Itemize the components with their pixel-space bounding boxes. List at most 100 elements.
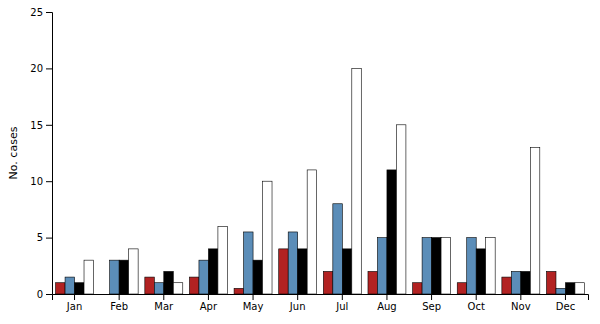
- y-tick-mark: [46, 125, 52, 126]
- x-tick-mark: [386, 294, 387, 300]
- plot-area: Jan Feb Mar Apr May Jun Jul Aug Sep Oct Nov Dec 0 5 10…: [30, 7, 588, 312]
- x-tick-label: Aug: [377, 301, 397, 312]
- bar: [199, 260, 208, 294]
- bar: [333, 204, 342, 294]
- bar: [432, 238, 441, 294]
- bar: [546, 271, 555, 294]
- bar-series: [56, 249, 556, 294]
- y-tick-label: 20: [30, 63, 43, 74]
- y-tick-mark: [46, 68, 52, 69]
- bar-series: [84, 68, 584, 294]
- x-tick: Jun: [289, 294, 306, 312]
- x-tick-label: Feb: [110, 301, 128, 312]
- x-tick: Oct: [468, 294, 485, 312]
- x-tick: Aug: [377, 294, 397, 312]
- x-tick: Sep: [422, 294, 441, 312]
- bar: [288, 232, 297, 294]
- bar: [575, 283, 584, 294]
- y-axis: 0 5 10 15 20 25: [30, 7, 52, 300]
- x-tick-mark: [520, 294, 521, 300]
- bar: [84, 260, 93, 294]
- x-tick: Jul: [335, 294, 348, 312]
- bar: [119, 260, 128, 294]
- y-tick: 20: [30, 63, 52, 74]
- x-tick-mark: [163, 294, 164, 300]
- bar: [263, 181, 272, 294]
- bars: [56, 68, 585, 294]
- y-tick-label: 10: [30, 176, 43, 187]
- y-axis-title: No. cases: [7, 126, 20, 179]
- bar: [154, 283, 163, 294]
- bar-series: [75, 170, 575, 294]
- bar: [511, 271, 520, 294]
- bar: [413, 283, 422, 294]
- y-tick: 5: [37, 232, 52, 243]
- bar: [298, 249, 307, 294]
- bar: [218, 226, 227, 294]
- y-tick-label: 15: [30, 120, 43, 131]
- bar: [467, 238, 476, 294]
- y-tick-label: 5: [37, 232, 43, 243]
- bar: [65, 277, 74, 294]
- chart-svg: Jan Feb Mar Apr May Jun Jul Aug Sep Oct Nov Dec 0 5 10…: [0, 0, 600, 324]
- x-tick-mark: [342, 294, 343, 300]
- x-tick-mark: [476, 294, 477, 300]
- x-tick-label: Jun: [289, 301, 306, 312]
- x-tick-label: Jul: [335, 301, 348, 312]
- y-tick: 0: [37, 289, 52, 300]
- x-tick-label: Oct: [468, 301, 485, 312]
- bar: [502, 277, 511, 294]
- x-tick: Dec: [556, 294, 575, 312]
- bar: [352, 68, 361, 294]
- bar: [56, 283, 65, 294]
- x-tick-label: Mar: [154, 301, 174, 312]
- x-tick: Mar: [154, 294, 174, 312]
- bar: [307, 170, 316, 294]
- x-tick-mark: [297, 294, 298, 300]
- y-tick-label: 25: [30, 7, 43, 18]
- bar: [173, 283, 182, 294]
- x-tick: Feb: [110, 294, 128, 312]
- x-tick-mark: [74, 294, 75, 300]
- bar: [457, 283, 466, 294]
- bar: [164, 271, 173, 294]
- x-tick-mark: [208, 294, 209, 300]
- bar: [244, 232, 253, 294]
- x-tick-label: May: [243, 301, 264, 312]
- bar: [342, 249, 351, 294]
- x-tick: Jan: [66, 294, 82, 312]
- y-tick: 15: [30, 120, 52, 131]
- bar: [253, 260, 262, 294]
- x-tick-label: Nov: [511, 301, 531, 312]
- x-tick: Nov: [511, 294, 531, 312]
- bar: [396, 125, 405, 294]
- chart-container: Jan Feb Mar Apr May Jun Jul Aug Sep Oct Nov Dec 0 5 10…: [0, 0, 600, 324]
- bar: [521, 271, 530, 294]
- bar: [387, 170, 396, 294]
- y-tick: 25: [30, 7, 52, 18]
- bar: [189, 277, 198, 294]
- x-tick-mark: [431, 294, 432, 300]
- bar: [441, 238, 450, 294]
- bar: [530, 147, 539, 294]
- bar: [486, 238, 495, 294]
- bar: [75, 283, 84, 294]
- bar: [279, 249, 288, 294]
- bar: [208, 249, 217, 294]
- x-tick-mark: [253, 294, 254, 300]
- x-tick: Apr: [200, 294, 218, 312]
- bar: [377, 238, 386, 294]
- bar: [368, 271, 377, 294]
- bar: [110, 260, 119, 294]
- y-tick-mark: [46, 181, 52, 182]
- bar: [565, 283, 574, 294]
- bar: [100, 294, 109, 295]
- y-axis-line: [46, 13, 53, 295]
- bar: [145, 277, 154, 294]
- x-axis-line: [53, 295, 589, 301]
- y-tick-mark: [46, 238, 52, 239]
- x-tick-label: Jan: [66, 301, 82, 312]
- bar: [323, 271, 332, 294]
- x-tick: May: [243, 294, 264, 312]
- x-axis: Jan Feb Mar Apr May Jun Jul Aug Sep Oct Nov Dec: [53, 294, 589, 312]
